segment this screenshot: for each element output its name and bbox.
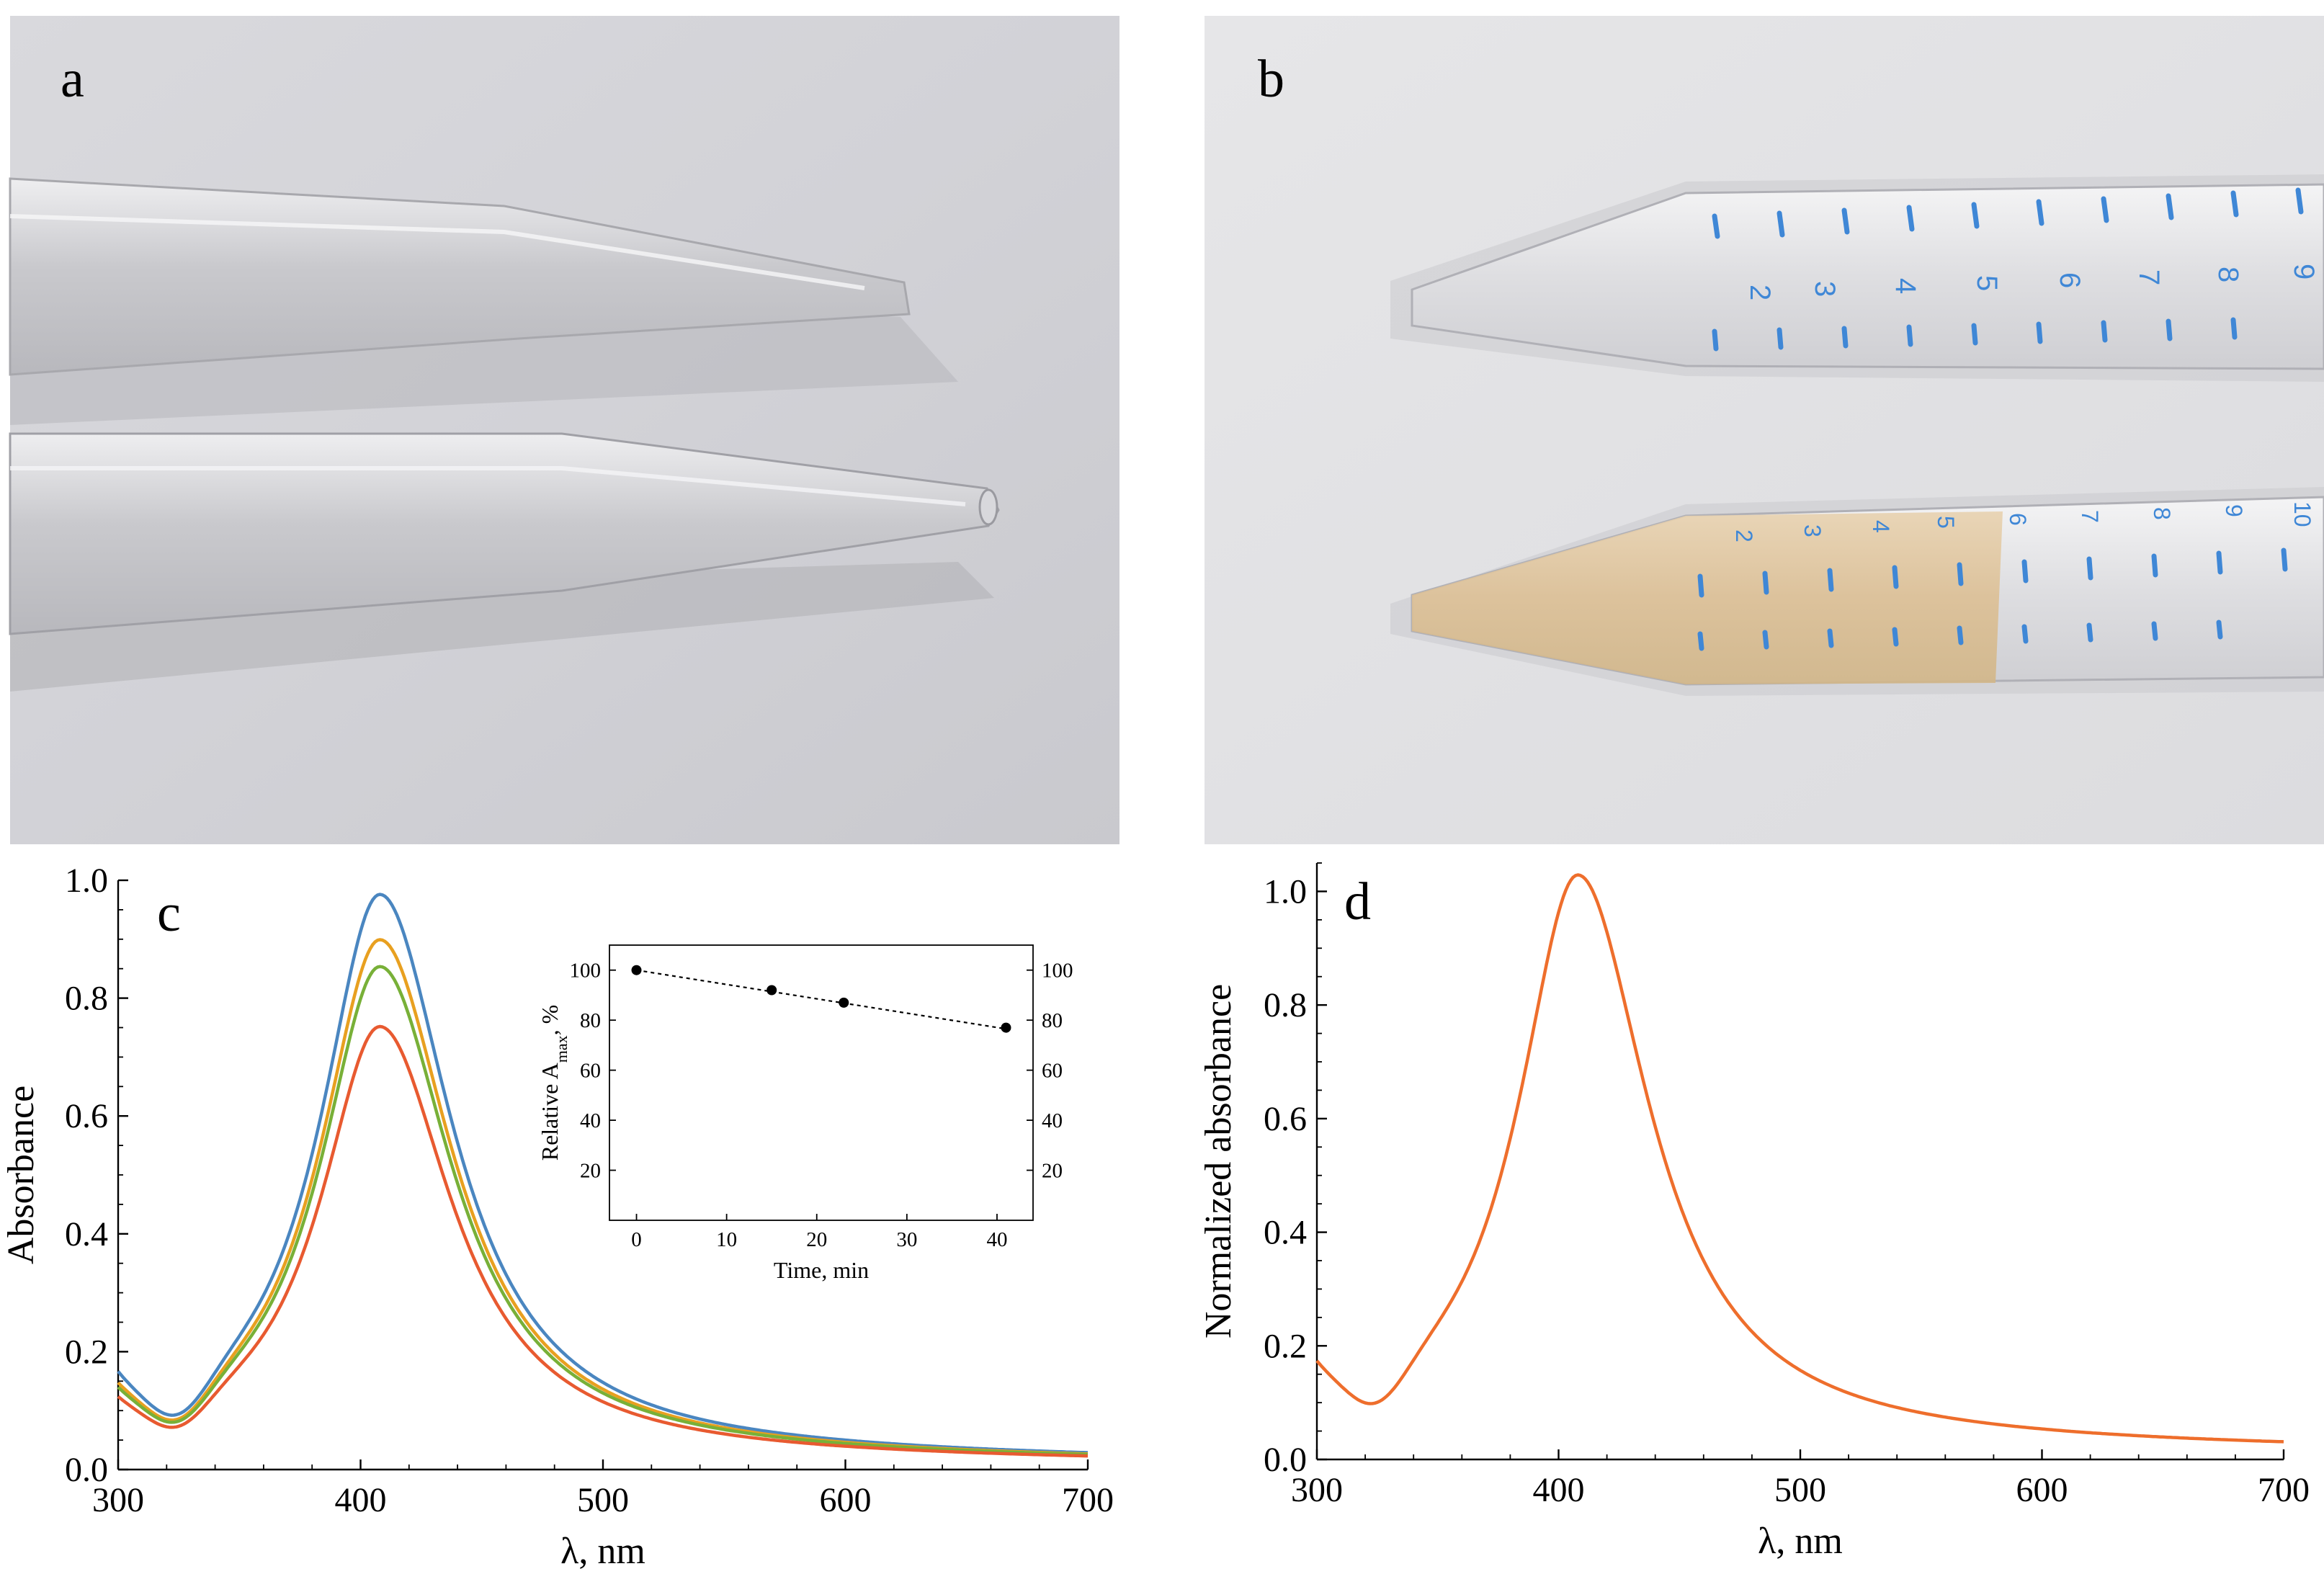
x-axis-label: λ, nm [560, 1531, 645, 1572]
inset-y-axis-label: Relative Amax, % [537, 1005, 571, 1161]
panel-b-background [1205, 16, 2324, 844]
y-tick-label: 0.2 [1264, 1327, 1307, 1365]
inset-x-tick-label: 30 [896, 1228, 917, 1251]
panel-d-label: d [1344, 872, 1371, 931]
inset-x-axis-label: Time, min [774, 1257, 869, 1283]
svg-text:6: 6 [2005, 513, 2031, 526]
svg-text:7: 7 [2077, 510, 2103, 523]
inset-data-point [1001, 1022, 1011, 1033]
x-tick-label: 300 [1291, 1471, 1343, 1509]
inset-y-tick-label-left: 60 [580, 1060, 601, 1083]
series-line-3 [117, 965, 1089, 1457]
series-line-1 [117, 893, 1089, 1454]
svg-text:8: 8 [2149, 507, 2175, 520]
y-tick-label: 0.0 [1264, 1441, 1307, 1479]
tip-upper-highlight [9, 214, 865, 290]
inset-data-point [767, 985, 777, 996]
panel-c-label: c [157, 884, 181, 943]
inset-y-tick-label-right: 80 [1042, 1009, 1063, 1032]
svg-text:8: 8 [2212, 267, 2244, 282]
tube-lower-orange-solution [1412, 511, 2003, 684]
inset-data-point [839, 997, 849, 1008]
inset-y-tick-label-right: 20 [1042, 1160, 1063, 1183]
inset-trend-line [636, 969, 1006, 1030]
svg-text:4: 4 [1868, 520, 1894, 533]
tube-lower-scale-ticks [1697, 547, 2288, 651]
x-tick-label: 300 [92, 1481, 144, 1519]
svg-text:3: 3 [1809, 281, 1841, 297]
svg-text:9: 9 [2221, 504, 2247, 517]
svg-text:10: 10 [2289, 501, 2315, 527]
y-tick-label: 0.8 [65, 980, 108, 1018]
x-tick-label: 400 [1533, 1471, 1585, 1509]
series-line-1 [1315, 873, 2284, 1444]
panel-a-background [10, 16, 1119, 844]
inset-y-tick-label-left: 40 [580, 1109, 601, 1132]
y-tick-label: 0.8 [1264, 986, 1307, 1024]
tip-lower-opening [978, 488, 998, 526]
series-line-2 [117, 938, 1089, 1456]
x-tick-label: 700 [2258, 1471, 2310, 1509]
svg-text:6: 6 [2054, 272, 2086, 288]
svg-text:5: 5 [1933, 516, 1959, 529]
pipette-tip-upper [9, 177, 911, 376]
y-tick-label: 1.0 [65, 862, 108, 900]
svg-text:9: 9 [2288, 264, 2320, 280]
tube-lower-scale-numbers: 2 3 4 5 6 7 8 9 10 [1731, 501, 2315, 542]
svg-text:5: 5 [1971, 275, 2003, 291]
y-tick-label: 0.4 [1264, 1214, 1307, 1252]
svg-text:3: 3 [1800, 524, 1825, 537]
inset-data-point [631, 965, 642, 975]
x-tick-label: 600 [2016, 1471, 2068, 1509]
y-tick-label: 0.2 [65, 1333, 108, 1371]
inset-y-tick-label-left: 20 [580, 1160, 601, 1183]
x-tick-label: 600 [820, 1481, 872, 1519]
inset-x-tick-label: 0 [631, 1228, 642, 1251]
y-axis-label: Absorbance [1, 1086, 42, 1264]
x-axis-label: λ, nm [1758, 1521, 1843, 1562]
tip-lower-highlight [10, 466, 966, 506]
y-axis-label: Normalized absorbance [1198, 984, 1239, 1338]
inset-y-tick-label-right: 100 [1042, 960, 1073, 983]
y-tick-label: 0.4 [65, 1215, 108, 1253]
inset-y-tick-label-right: 60 [1042, 1060, 1063, 1083]
y-tick-label: 0.0 [65, 1451, 108, 1489]
panel-a-photo: a [9, 16, 1119, 844]
x-tick-label: 700 [1062, 1481, 1114, 1519]
x-tick-label: 500 [1774, 1471, 1826, 1509]
y-tick-label: 0.6 [1264, 1100, 1307, 1138]
svg-text:2: 2 [1744, 285, 1776, 300]
tube-upper [1411, 183, 2324, 370]
svg-text:4: 4 [1890, 278, 1921, 294]
panel-b-photo: 2 3 4 5 6 7 8 9 2 3 4 5 [1205, 16, 2324, 844]
panel-a-label: a [61, 50, 84, 109]
inset-x-tick-label: 10 [716, 1228, 737, 1251]
inset-y-tick-label-right: 40 [1042, 1109, 1063, 1132]
svg-text:2: 2 [1731, 529, 1757, 542]
y-tick-label: 0.6 [65, 1097, 108, 1135]
inset-y-tick-label-left: 80 [580, 1009, 601, 1032]
panel-b-label: b [1258, 50, 1284, 109]
tube-upper-scale-numbers: 2 3 4 5 6 7 8 9 [1744, 264, 2320, 300]
inset-y-tick-label-left: 100 [570, 960, 602, 983]
series-line-4 [117, 1024, 1088, 1458]
svg-text:7: 7 [2133, 269, 2165, 285]
panel-d-chart: d 300 400 500 600 700 0.0 0.2 0.4 0.6 0.8 1.0 λ, nm… [1198, 862, 2310, 1562]
inset-x-tick-label: 20 [806, 1228, 827, 1251]
inset-frame [609, 944, 1034, 1221]
tube-upper-scale-ticks [1712, 187, 2304, 352]
y-tick-label: 1.0 [1264, 872, 1307, 911]
inset-x-tick-label: 40 [986, 1228, 1007, 1251]
x-tick-label: 500 [577, 1481, 629, 1519]
x-tick-label: 400 [335, 1481, 387, 1519]
